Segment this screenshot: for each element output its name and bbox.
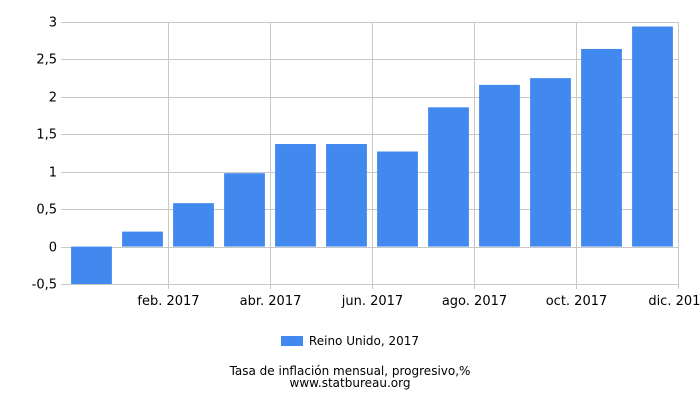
bar (479, 84, 520, 247)
bar (428, 107, 469, 247)
y-tick-label: 1 (49, 166, 57, 181)
y-tick-label: 1,5 (36, 128, 57, 143)
bar (275, 144, 316, 247)
y-tick-label: -0,5 (32, 278, 57, 293)
source-caption: www.statbureau.org (289, 376, 411, 390)
bar (173, 203, 214, 247)
legend-swatch (280, 336, 303, 346)
x-tick-label: oct. 2017 (546, 294, 608, 309)
chart-caption: Tasa de inflación mensual, progresivo,% (229, 364, 471, 378)
bar (377, 151, 418, 247)
bar (632, 26, 673, 247)
y-tick-label: 0,5 (36, 203, 57, 218)
bar (581, 48, 622, 247)
y-tick-label: 2 (49, 91, 57, 106)
y-tick-label: 2,5 (36, 53, 57, 68)
x-tick-label: abr. 2017 (240, 294, 302, 309)
bar (122, 231, 163, 247)
x-tick-label: jun. 2017 (341, 294, 403, 309)
y-tick-label: 3 (49, 16, 57, 31)
bar (71, 246, 112, 284)
bar (326, 144, 367, 247)
bar (530, 78, 571, 247)
y-tick-label: 0 (49, 241, 57, 256)
x-tick-label: feb. 2017 (137, 294, 199, 309)
legend-label: Reino Unido, 2017 (308, 334, 420, 348)
x-tick-label: dic. 2017 (648, 294, 700, 309)
bar-chart: -0,5 0 0,5 1 1,5 2 2,5 3 feb. 2017 abr. 2017 jun. … (32, 16, 700, 310)
bar (224, 173, 265, 247)
legend: Reino Unido, 2017 (0, 332, 700, 350)
x-tick-label: ago. 2017 (442, 294, 507, 309)
